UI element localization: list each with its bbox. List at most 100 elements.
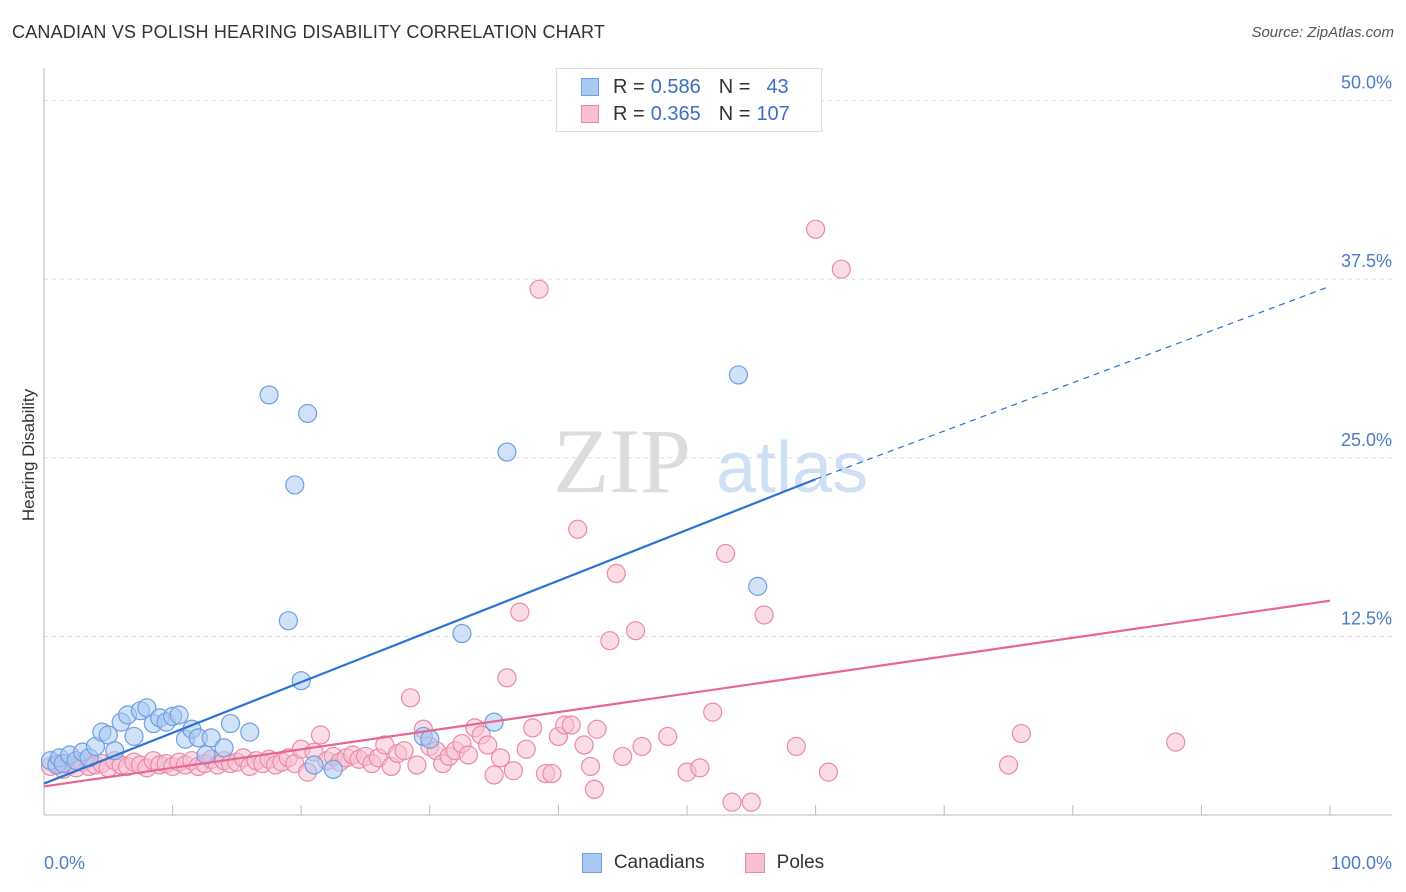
poles-point [818, 762, 839, 782]
legend-r-label: R = [613, 75, 645, 98]
axes [43, 68, 1392, 816]
poles-point [580, 756, 601, 777]
poles-point [613, 746, 633, 767]
canadians-point [748, 576, 768, 596]
canadians-point [201, 728, 221, 748]
poles-point [703, 702, 723, 722]
legend-r-label: R = [613, 102, 645, 125]
poles-point [497, 668, 517, 688]
poles-point [568, 519, 588, 539]
canadians-point [497, 442, 517, 462]
legend-n-value: 107 [756, 102, 790, 125]
y-tick-label: 25.0% [1341, 430, 1392, 450]
y-tick-label: 12.5% [1341, 608, 1392, 628]
legend-n-label: N = [718, 102, 751, 125]
canadians-point [728, 365, 749, 385]
trend-lines [43, 285, 1331, 788]
legend-label-poles: Poles [776, 852, 825, 873]
poles-point [606, 563, 626, 584]
poles-point [394, 741, 414, 761]
poles-point [998, 755, 1019, 775]
canadians-point [420, 729, 440, 749]
poles-point [715, 543, 736, 564]
canadians-point [452, 623, 472, 644]
canadians-point [291, 671, 311, 691]
legend-item-poles: Poles [744, 852, 825, 874]
x-tick-label: 0.0% [44, 853, 85, 873]
poles-point [1166, 732, 1186, 752]
poles-point [741, 792, 761, 812]
legend-r-value: 0.586 [650, 75, 701, 98]
watermark-atlas: atlas [716, 428, 868, 508]
source-label: Source: ZipAtlas.com [1251, 24, 1394, 41]
canadians-point [298, 403, 318, 424]
poles-point [754, 605, 774, 625]
poles-point [831, 259, 851, 279]
poles-point [490, 748, 511, 768]
legend-row-poles: R = 0.365 N = 107 [581, 101, 796, 127]
legend-swatch-canadians [581, 78, 599, 96]
poles-point [529, 279, 549, 299]
poles-points [40, 219, 1186, 812]
poles-point [510, 602, 530, 622]
poles-point [478, 735, 498, 755]
poles-point [587, 719, 607, 739]
poles-point [310, 725, 331, 745]
poles-point [722, 792, 742, 812]
y-axis-label: Hearing Disability [19, 388, 38, 521]
poles-point [600, 631, 620, 651]
canadians-points [40, 365, 768, 779]
x-tick-label: 100.0% [1331, 853, 1392, 873]
poles-point [503, 761, 523, 781]
watermark-zip: ZIP [553, 410, 691, 512]
poles-point [1011, 723, 1031, 744]
poles-point [625, 621, 646, 641]
tick-labels: 12.5% 25.0% 37.5% 50.0% 0.0% 100.0% [44, 73, 1392, 873]
poles-point [632, 736, 652, 757]
legend-swatch-poles [581, 105, 599, 123]
canadians-point [214, 738, 234, 758]
canadians-point [105, 741, 125, 761]
bottom-legend: Canadians Poles [0, 852, 1406, 874]
legend-label-canadians: Canadians [613, 852, 705, 873]
canadians-point [323, 759, 343, 779]
poles-trend-line [43, 599, 1331, 788]
poles-point [690, 758, 710, 778]
poles-point [542, 763, 562, 784]
poles-point [523, 718, 543, 738]
poles-point [407, 755, 427, 775]
canadians-point [169, 705, 189, 725]
canadians-trend-extension [815, 285, 1331, 480]
y-tick-label: 50.0% [1341, 73, 1392, 93]
canadians-point [259, 385, 279, 405]
poles-point [584, 779, 605, 799]
legend-swatch-canadians [581, 853, 602, 873]
legend-item-canadians: Canadians [581, 852, 705, 874]
canadians-point [124, 726, 144, 747]
poles-point [400, 688, 421, 708]
poles-point [805, 219, 826, 239]
poles-point [516, 739, 536, 759]
canadians-trend-line [43, 478, 817, 785]
poles-point [458, 745, 478, 765]
grid-lines [44, 100, 1392, 637]
legend: R = 0.586 N = 43 R = 0.365 N = 107 [556, 68, 822, 132]
y-tick-label: 37.5% [1341, 251, 1392, 271]
canadians-point [278, 611, 298, 631]
poles-point [574, 735, 594, 755]
legend-row-canadians: R = 0.586 N = 43 [581, 74, 795, 100]
legend-swatch-poles [744, 853, 765, 873]
poles-point [561, 715, 581, 735]
poles-point [484, 765, 504, 785]
poles-point [658, 726, 678, 747]
legend-n-value: 43 [766, 75, 789, 98]
legend-r-value: 0.365 [650, 102, 701, 125]
legend-n-label: N = [718, 75, 751, 98]
canadians-point [220, 713, 241, 734]
poles-point [786, 736, 806, 757]
canadians-point [285, 475, 305, 495]
canadians-point [240, 722, 260, 742]
canadians-point [304, 755, 324, 775]
chart-title: CANADIAN VS POLISH HEARING DISABILITY CO… [12, 22, 606, 42]
